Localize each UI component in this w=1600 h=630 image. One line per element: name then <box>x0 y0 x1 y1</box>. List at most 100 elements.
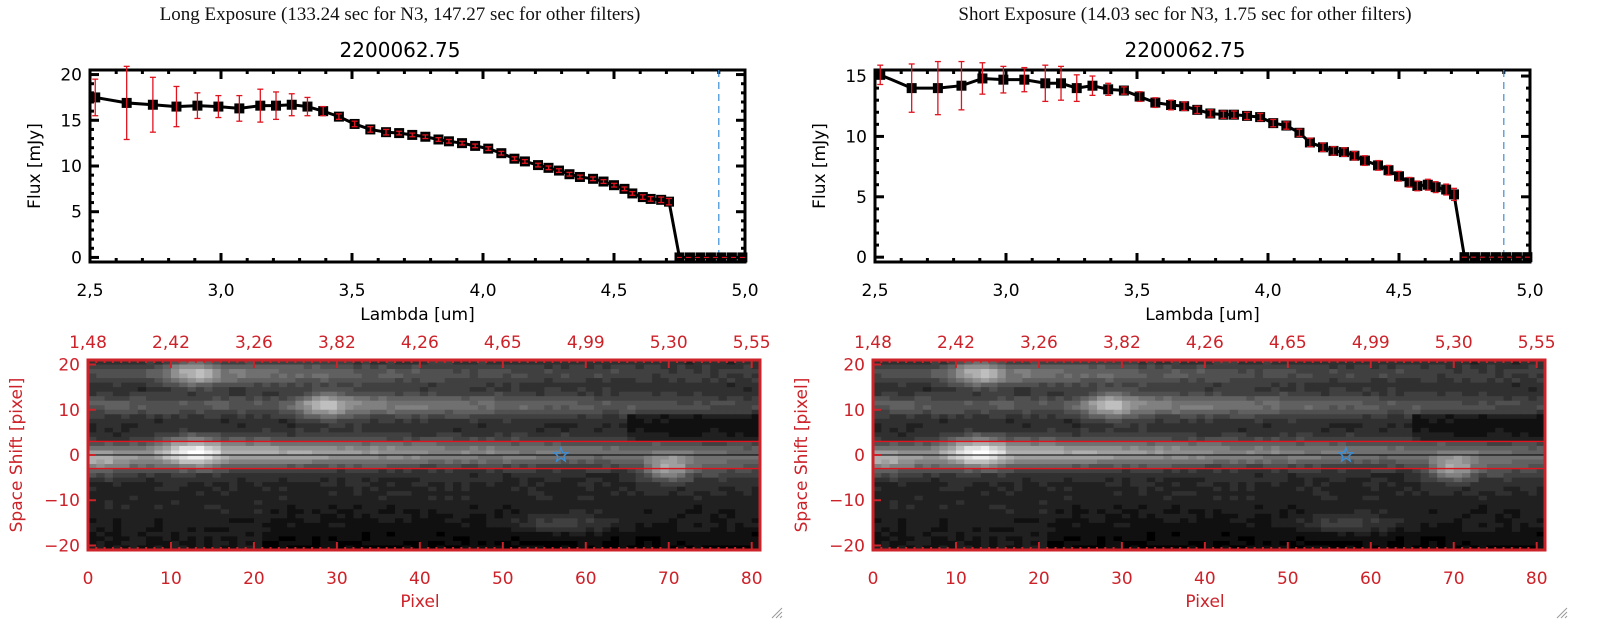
image-pixel <box>469 432 479 438</box>
image-pixel <box>179 491 189 497</box>
image-pixel <box>1354 369 1364 375</box>
image-pixel <box>278 504 288 510</box>
image-pixel <box>419 531 429 538</box>
image-pixel <box>328 396 338 402</box>
image-pixel <box>643 436 653 443</box>
image-pixel <box>889 369 899 375</box>
image-pixel <box>536 360 545 366</box>
error-bar <box>396 130 403 136</box>
image-pixel <box>229 482 238 488</box>
image-pixel <box>751 414 761 420</box>
image-pixel <box>1213 387 1223 393</box>
image-pixel <box>552 391 562 397</box>
image-pixel <box>1080 396 1090 402</box>
image-pixel <box>328 513 338 519</box>
image-pixel <box>436 382 446 388</box>
image-pixel <box>1072 378 1082 384</box>
image-pixel <box>560 468 570 474</box>
image-pixel <box>955 396 965 402</box>
image-pixel <box>610 427 620 433</box>
image-pixel <box>1221 396 1231 402</box>
image-pixel <box>444 513 454 519</box>
image-pixel <box>618 378 628 384</box>
image-pixel <box>989 373 999 379</box>
image-pixel <box>643 522 653 528</box>
image-pixel <box>137 477 147 483</box>
image-pixel <box>386 455 396 461</box>
image-pixel <box>345 409 355 415</box>
image-pixel <box>618 423 628 429</box>
error-bar <box>1120 86 1127 95</box>
image-pixel <box>668 455 678 461</box>
image-pixel <box>245 482 255 488</box>
image-pixel <box>112 387 122 393</box>
image-pixel <box>270 445 280 452</box>
y-tick-label: 5 <box>856 188 867 208</box>
image-pixel <box>701 531 711 538</box>
image-pixel <box>718 545 728 551</box>
image-pixel <box>1088 391 1098 397</box>
image-pixel <box>751 378 761 384</box>
image-pixel <box>1511 373 1521 379</box>
image-pixel <box>1030 373 1040 379</box>
image-pixel <box>370 522 379 528</box>
image-pixel <box>502 522 512 528</box>
image-pixel <box>129 473 139 479</box>
image-pixel <box>444 418 454 424</box>
y-tick-label: 0 <box>69 446 80 466</box>
image-pixel <box>436 441 446 447</box>
image-pixel <box>361 509 371 515</box>
image-pixel <box>270 491 280 497</box>
image-pixel <box>1412 382 1422 388</box>
error-bar <box>472 143 479 149</box>
image-pixel <box>610 518 620 524</box>
image-pixel <box>1486 360 1496 366</box>
image-pixel <box>610 445 620 452</box>
image-pixel <box>685 486 695 492</box>
image-pixel <box>237 504 247 510</box>
image-pixel <box>436 500 446 506</box>
image-pixel <box>170 473 180 479</box>
image-pixel <box>677 545 686 551</box>
image-pixel <box>220 441 230 447</box>
image-pixel <box>527 391 537 397</box>
image-pixel <box>287 545 297 551</box>
image-pixel <box>129 540 139 547</box>
image-pixel <box>121 391 131 397</box>
error-bar <box>1296 128 1303 138</box>
image-pixel <box>403 491 413 497</box>
image-pixel <box>270 500 280 506</box>
image-pixel <box>618 441 628 447</box>
image-pixel <box>386 482 396 488</box>
image-pixel <box>444 509 454 515</box>
image-pixel <box>237 364 247 370</box>
image-pixel <box>220 482 230 488</box>
image-pixel <box>411 509 421 515</box>
image-pixel <box>906 400 916 406</box>
image-pixel <box>1121 396 1131 402</box>
x-tick-label: 3,5 <box>338 281 365 301</box>
object-id-title: 2200062.75 <box>339 38 461 62</box>
image-pixel <box>345 455 355 461</box>
image-pixel <box>1063 396 1073 402</box>
image-pixel <box>585 522 595 528</box>
image-pixel <box>610 455 620 461</box>
image-pixel <box>121 450 131 456</box>
image-pixel <box>511 409 521 415</box>
image-pixel <box>1221 391 1231 397</box>
image-pixel <box>179 504 189 510</box>
image-pixel <box>403 405 413 411</box>
image-pixel <box>179 495 189 501</box>
image-pixel <box>519 500 529 506</box>
image-pixel <box>295 445 305 452</box>
image-pixel <box>635 423 645 429</box>
image-pixel <box>121 455 131 461</box>
image-pixel <box>461 459 471 465</box>
image-pixel <box>137 482 147 488</box>
image-pixel <box>121 418 131 424</box>
image-pixel <box>1337 364 1347 370</box>
image-pixel <box>1420 387 1430 393</box>
image-pixel <box>245 391 255 397</box>
image-pixel <box>220 418 230 424</box>
image-pixel <box>735 441 745 447</box>
